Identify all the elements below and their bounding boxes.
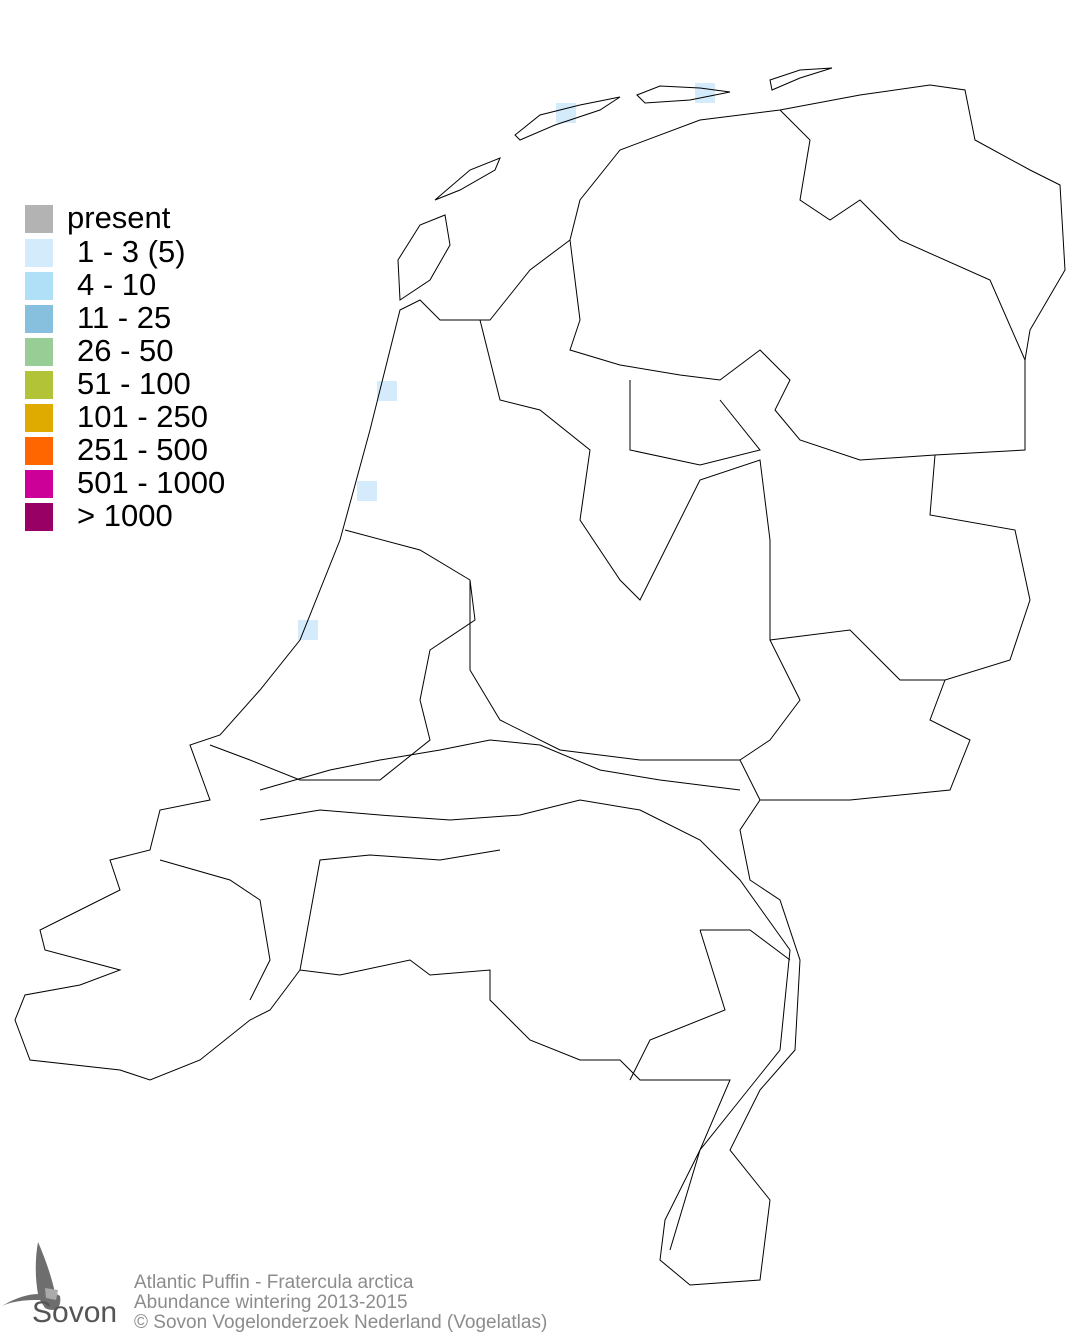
legend-swatch	[25, 305, 53, 333]
province-border	[569, 239, 936, 461]
legend-label: 501 - 1000	[77, 465, 226, 500]
map-caption: Atlantic Puffin - Fratercula arctica Abu…	[134, 1273, 547, 1333]
island-vlieland	[434, 157, 501, 201]
province-border	[209, 529, 476, 781]
copyright: © Sovon Vogelonderzoek Nederland (Vogela…	[134, 1312, 548, 1333]
abundance-cell	[377, 381, 397, 401]
legend-swatch	[25, 470, 53, 498]
map-subtitle: Abundance wintering 2013-2015	[134, 1292, 408, 1313]
island-terschelling	[514, 96, 621, 141]
legend-label: 251 - 500	[77, 432, 208, 467]
province-border	[629, 380, 761, 466]
province-border	[299, 849, 501, 971]
legend-label: 51 - 100	[77, 366, 191, 401]
legend-swatch	[25, 205, 53, 233]
legend-swatch	[25, 503, 53, 531]
legend-swatch	[25, 272, 53, 300]
legend-label: > 1000	[77, 498, 173, 533]
logo-text: Sovon	[32, 1296, 118, 1329]
province-border	[779, 109, 1026, 361]
island-schiermonnikoog	[769, 67, 833, 91]
province-border	[159, 859, 271, 1001]
species-name: Atlantic Puffin - Fratercula arctica	[134, 1272, 414, 1293]
legend-label: 1 - 3 (5)	[77, 234, 186, 269]
legend-swatch	[25, 239, 53, 267]
province-border	[479, 319, 801, 801]
legend-label: present	[67, 200, 171, 235]
legend-label: 11 - 25	[77, 300, 172, 335]
sovon-swallow-logo-icon	[2, 1242, 61, 1310]
legend-swatch	[25, 404, 53, 432]
legend-label: 26 - 50	[77, 333, 174, 368]
island-texel	[397, 214, 451, 301]
legend-label: 4 - 10	[77, 267, 157, 302]
abundance-cell	[695, 83, 715, 103]
abundance-cells	[298, 83, 715, 640]
province-border	[469, 580, 740, 761]
river	[259, 739, 741, 791]
legend-swatch	[25, 437, 53, 465]
legend-swatch	[25, 371, 53, 399]
abundance-cell	[556, 103, 576, 123]
legend-label: 101 - 250	[77, 399, 208, 434]
province-border	[769, 629, 945, 681]
abundance-cell	[357, 481, 377, 501]
abundance-cell	[298, 620, 318, 640]
province-border	[629, 929, 791, 1081]
country-outline	[14, 84, 1066, 1286]
legend-swatch	[25, 338, 53, 366]
island-ameland	[636, 85, 731, 104]
river	[259, 799, 791, 1251]
